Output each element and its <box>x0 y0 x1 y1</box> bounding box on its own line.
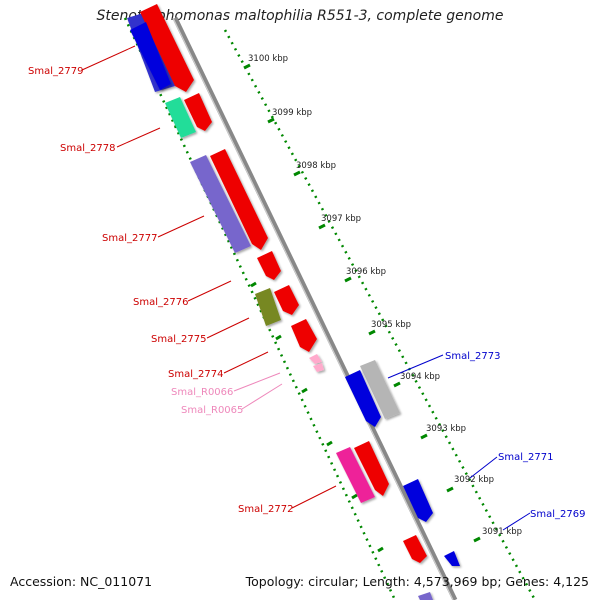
gene-label: Smal_2773 <box>445 351 500 362</box>
cog-block <box>360 360 400 419</box>
backbone-line <box>172 16 458 600</box>
cds-arrow <box>257 251 281 280</box>
gene-label: Smal_2771 <box>498 452 553 463</box>
ruler-label: 3094 kbp <box>400 372 440 382</box>
cog-block <box>165 97 196 138</box>
ruler-label: 3098 kbp <box>296 161 336 171</box>
ruler-label: 3091 kbp <box>482 527 522 537</box>
rna-arrow <box>309 354 322 364</box>
cog-boundary-line <box>123 17 397 600</box>
cds-arrow <box>140 4 194 92</box>
ruler-label: 3095 kbp <box>371 320 411 330</box>
gene-label: Smal_R0065 <box>181 405 243 416</box>
gene-label: Smal_2776 <box>133 297 188 308</box>
topology-text: Topology: circular; Length: 4,573,969 bp… <box>245 574 589 589</box>
cog-block <box>255 288 281 326</box>
cds-arrow <box>210 149 268 250</box>
ruler-labels: 3100 kbp 3099 kbp 3098 kbp 3097 kbp 3096… <box>248 54 522 537</box>
gene-labels: Smal_2779 Smal_2778 Smal_2777 Smal_2776 … <box>28 66 585 520</box>
gene-label: Smal_2775 <box>151 334 206 345</box>
backbone-highlight <box>172 17 454 600</box>
cds-arrow <box>130 22 171 90</box>
gene-label: Smal_R0066 <box>171 387 233 398</box>
ruler-label: 3093 kbp <box>426 424 466 434</box>
accession-text: Accession: NC_011071 <box>10 574 153 589</box>
gene-label: Smal_2772 <box>238 504 293 515</box>
label-leaders <box>81 45 531 531</box>
rna-arrow <box>313 363 324 372</box>
gene-label: Smal_2778 <box>60 143 115 154</box>
cds-arrow <box>291 319 317 352</box>
ruler-label: 3097 kbp <box>321 214 361 224</box>
cog-block <box>336 447 375 503</box>
ruler-line <box>223 29 537 600</box>
cog-block <box>190 155 251 253</box>
gene-label: Smal_2774 <box>168 369 223 380</box>
cds-features <box>130 4 460 600</box>
ruler-label: 3099 kbp <box>272 108 312 118</box>
cds-arrow <box>403 479 433 522</box>
cds-arrow <box>184 93 212 131</box>
gene-label: Smal_2779 <box>28 66 83 77</box>
cds-arrow <box>354 441 389 496</box>
cds-arrow <box>418 592 433 600</box>
gene-label: Smal_2769 <box>530 509 585 520</box>
ruler-label: 3100 kbp <box>248 54 288 64</box>
ruler-ticks <box>243 63 481 543</box>
gene-label: Smal_2777 <box>102 233 157 244</box>
ruler-label: 3096 kbp <box>346 267 386 277</box>
cds-arrow <box>274 285 299 315</box>
ruler-label: 3092 kbp <box>454 475 494 485</box>
map-title: Stenotrophomonas maltophilia R551-3, com… <box>96 8 504 24</box>
cds-arrow <box>403 535 427 563</box>
cds-arrow <box>345 370 381 427</box>
cds-arrow <box>444 551 460 566</box>
